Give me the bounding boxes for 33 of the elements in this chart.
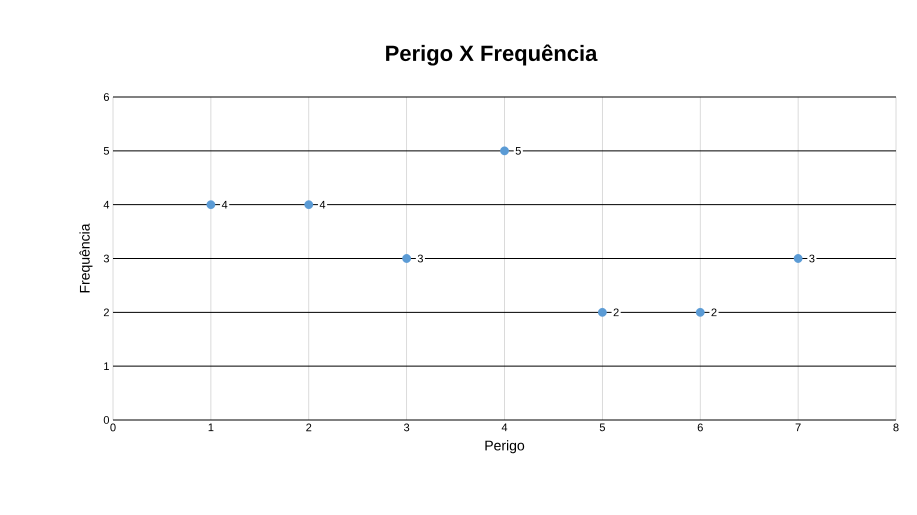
- y-tick-label: 4: [104, 200, 110, 208]
- x-axis-title: Perigo: [485, 440, 524, 454]
- data-label: 2: [614, 308, 619, 316]
- y-tick-label: 6: [104, 93, 109, 101]
- data-label: 4: [320, 200, 326, 208]
- point: [402, 254, 412, 263]
- x-tick-label: 5: [600, 424, 605, 432]
- data-label: 5: [516, 147, 521, 155]
- y-tick-label: 1: [104, 362, 109, 370]
- y-tick-label: 0: [104, 416, 110, 424]
- point: [206, 200, 216, 210]
- x-tick-label: 3: [404, 424, 410, 432]
- y-tick-label: 3: [104, 254, 109, 262]
- point: [598, 308, 607, 317]
- x-tick-label: 7: [796, 424, 801, 432]
- y-axis-title: Frequência: [79, 223, 92, 292]
- x-tick-label: 2: [306, 424, 312, 432]
- y-tick-label: 5: [104, 147, 109, 155]
- data-label: 3: [418, 254, 423, 262]
- x-tick-label: 8: [893, 424, 899, 432]
- data-label: 2: [712, 308, 717, 316]
- data-label: 3: [809, 254, 814, 262]
- chart-title: Perigo X Frequência: [386, 44, 598, 66]
- x-tick-label: 0: [110, 424, 116, 432]
- point: [794, 254, 803, 263]
- x-tick-label: 6: [698, 424, 703, 432]
- x-tick-label: 1: [208, 424, 214, 432]
- point: [696, 308, 705, 317]
- point: [304, 200, 314, 210]
- y-tick-label: 2: [104, 308, 109, 316]
- x-tick-label: 4: [502, 424, 508, 432]
- data-label: 4: [222, 200, 228, 208]
- point: [500, 146, 509, 156]
